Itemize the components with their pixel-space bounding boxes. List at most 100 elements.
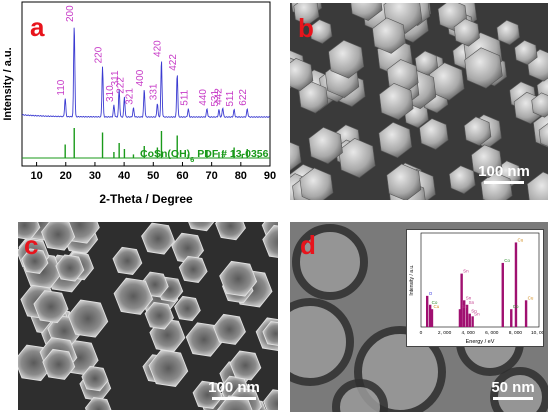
sem-hollow-particle	[84, 397, 112, 410]
xrd-hkl-label: 400	[135, 69, 146, 86]
sem-particle	[496, 19, 520, 46]
sem-particle	[299, 167, 334, 200]
sem-particle	[531, 92, 548, 118]
eds-element-label: O	[429, 291, 433, 296]
eds-peak-bar	[458, 309, 462, 327]
eds-xtick-label: 8, 000	[509, 330, 523, 336]
xrd-hkl-label: 220	[94, 46, 105, 63]
scale-bar-b-label: 100 nm	[478, 163, 530, 180]
tem-hollow-shell	[292, 224, 368, 300]
eds-plot-frame	[420, 232, 540, 328]
eds-element-label: Sn	[463, 269, 469, 274]
sem-hollow-particle	[219, 260, 258, 297]
eds-peak-bar	[524, 300, 528, 327]
sem-hollow-particle	[262, 224, 278, 258]
eds-element-label: Co	[513, 304, 519, 309]
xrd-hkl-label: 200	[65, 5, 76, 22]
eds-peak-bar	[460, 273, 463, 327]
eds-peak-bar	[514, 242, 518, 327]
sem-hollow-particle	[148, 349, 189, 387]
xrd-xtick-label: 10	[30, 170, 42, 182]
scale-bar-c-line	[212, 397, 256, 400]
scale-bar-b-line	[484, 181, 524, 184]
sem-particle	[293, 3, 320, 26]
eds-element-label: Sn	[469, 300, 475, 305]
eds-peak-bar	[468, 313, 471, 327]
eds-xtick-label: 0	[420, 330, 423, 336]
scale-bar-d-label: 50 nm	[491, 379, 535, 396]
xrd-reference-label-suffix: PDF # 13-0356	[194, 148, 268, 160]
eds-peak-bar	[463, 300, 466, 327]
xrd-xtick-label: 20	[60, 170, 72, 182]
xrd-experimental-line	[21, 27, 270, 118]
eds-ylabel: Intensity / a.u.	[409, 264, 415, 295]
eds-element-label: Co	[504, 258, 510, 263]
panel-letter-a: a	[30, 12, 45, 42]
xrd-hkl-label: 440	[198, 89, 209, 106]
tem-hollow-shell	[332, 379, 388, 412]
sem-particle	[514, 40, 538, 66]
sem-particle	[309, 19, 333, 44]
sem-particle	[448, 165, 476, 194]
panel-d-tem-image: d O Co Cu Sn Sn Sn Sn Sn Sn Co Co Cu Cu 0 2, 000 4, 00…	[290, 222, 548, 412]
sem-hollow-particle	[67, 299, 109, 338]
xrd-hkl-label: 622	[238, 89, 249, 106]
sem-particle	[471, 144, 503, 179]
eds-element-label: Co	[432, 300, 438, 305]
xrd-hkl-label: 331	[148, 83, 159, 100]
xrd-xlabel: 2-Theta / Degree	[99, 192, 193, 206]
panel-letter-d: d	[300, 230, 316, 260]
sem-image-b	[290, 3, 548, 200]
sem-hollow-particle	[113, 277, 154, 315]
sem-particle	[463, 116, 492, 146]
eds-element-label: Cu	[433, 304, 439, 309]
sem-hollow-particle	[55, 254, 85, 282]
sem-particle	[328, 39, 365, 79]
sem-particle	[526, 171, 548, 200]
xrd-xtick-label: 70	[206, 170, 218, 182]
xrd-hkl-label: 222	[115, 77, 126, 94]
xrd-reference-label-sub: 6	[190, 155, 194, 164]
eds-element-label: Cu	[528, 295, 534, 300]
sem-hollow-particle	[215, 222, 247, 241]
sem-particle	[538, 123, 548, 147]
xrd-xtick-label: 40	[118, 170, 130, 182]
xrd-hkl-label: 531	[210, 90, 221, 107]
eds-peak-bar	[428, 304, 432, 327]
xrd-plot-frame	[21, 1, 271, 167]
sem-hollow-particle	[33, 290, 69, 324]
eds-xtick-label: 2, 000	[438, 330, 452, 336]
scale-bar-c-label: 100 nm	[208, 379, 260, 396]
sem-particle	[350, 3, 383, 21]
xrd-hkl-label: 311	[110, 70, 121, 86]
sem-hollow-particle	[144, 301, 175, 330]
sem-hollow-particle	[42, 348, 76, 380]
sem-particle	[419, 118, 449, 150]
panel-letter-b: b	[298, 13, 314, 43]
xrd-hkl-label: 110	[56, 79, 67, 95]
eds-xtick-label: 10, 000	[531, 330, 543, 336]
scale-bar-d-line	[493, 397, 533, 400]
eds-peak-bar	[430, 309, 434, 327]
eds-peak-bar	[501, 262, 504, 327]
sem-hollow-particle	[192, 380, 223, 409]
xrd-reference-label-prefix: CoSn(OH)	[140, 148, 190, 160]
eds-element-label: Sn	[461, 304, 467, 309]
panel-letter-c: c	[24, 230, 39, 260]
xrd-xtick-label: 60	[176, 170, 188, 182]
xrd-xtick-label: 80	[235, 170, 247, 182]
xrd-xtick-label: 30	[89, 170, 101, 182]
sem-hollow-particle	[188, 222, 215, 232]
sem-particle	[378, 121, 413, 159]
eds-xtick-label: 4, 000	[462, 330, 476, 336]
sem-particle	[290, 58, 314, 91]
eds-element-label: Cu	[517, 237, 523, 242]
panel-b-sem-image: b 100 nm	[290, 3, 548, 200]
xrd-xtick-label: 50	[147, 170, 159, 182]
sem-image-c	[18, 222, 278, 410]
eds-peak-bar	[510, 309, 513, 327]
sem-hollow-particle	[178, 255, 208, 283]
sem-hollow-particle	[112, 246, 143, 275]
panel-a-xrd-chart: 110 200 220 310 311 222 321 400 331 420 422 511 440 5…	[0, 0, 280, 208]
